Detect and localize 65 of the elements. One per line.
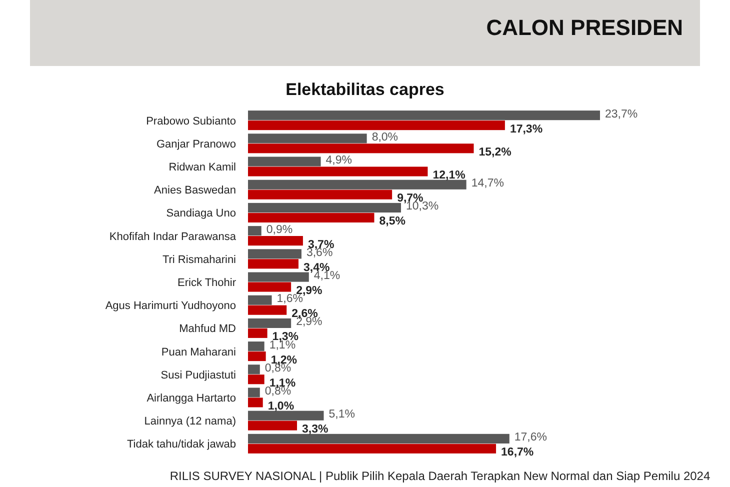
bar xyxy=(248,295,272,305)
bar xyxy=(248,342,264,352)
data-label: 17,6% xyxy=(514,432,548,444)
bar xyxy=(248,364,260,374)
bar xyxy=(248,272,309,282)
y-tick-label: Erick Thohir xyxy=(178,277,236,289)
data-label: 17,3% xyxy=(510,123,543,136)
bar xyxy=(248,398,263,408)
bar xyxy=(248,305,287,315)
bar xyxy=(248,351,266,362)
data-label: 5,1% xyxy=(328,408,355,421)
y-tick-label: Ganjar Pranowo xyxy=(156,138,236,150)
bar xyxy=(248,180,466,190)
bar xyxy=(248,318,292,328)
bar xyxy=(248,202,401,213)
y-tick-label: Lainnya (12 nama) xyxy=(144,416,236,428)
data-label: 1,6% xyxy=(276,293,303,306)
bar xyxy=(248,156,321,166)
data-label: 0,8% xyxy=(264,386,292,398)
bar xyxy=(248,388,260,398)
bar xyxy=(248,282,292,292)
bar xyxy=(248,434,510,444)
y-tick-label: Mahfud MD xyxy=(179,323,236,336)
data-label: 15,2% xyxy=(478,146,512,158)
y-tick-label: Anies Baswedan xyxy=(154,184,236,197)
bar xyxy=(248,236,303,246)
bar xyxy=(248,249,302,259)
data-label: 3,3% xyxy=(302,424,328,436)
data-label: 1,0% xyxy=(268,400,294,412)
bar xyxy=(248,120,505,130)
y-tick-label: Agus Harimurti Yudhoyono xyxy=(105,300,236,312)
data-label: 23,7% xyxy=(605,108,638,120)
data-label: 4,9% xyxy=(326,154,352,167)
y-tick-label: Khofifah Indar Parawansa xyxy=(109,230,237,243)
data-label: 12,1% xyxy=(432,169,466,182)
bar xyxy=(248,212,374,222)
y-tick-label: Susi Pudjiastuti xyxy=(160,369,236,382)
y-tick-label: Tidak tahu/tidak jawab xyxy=(126,438,236,451)
data-label: 3,6% xyxy=(306,246,333,259)
bar xyxy=(248,259,298,269)
data-label: 16,7% xyxy=(501,446,534,459)
bar xyxy=(248,190,392,200)
y-tick-label: Tri Rismaharini xyxy=(162,254,236,266)
bar xyxy=(248,166,428,176)
bar xyxy=(248,410,324,420)
y-tick-label: Puan Maharani xyxy=(161,346,236,358)
bar xyxy=(248,420,298,430)
data-label: 0,9% xyxy=(266,224,293,236)
chart-title: CALON PRESIDEN xyxy=(486,15,683,40)
bar xyxy=(248,328,268,338)
bar xyxy=(248,144,474,154)
bar xyxy=(248,226,262,236)
y-tick-label: Ridwan Kamil xyxy=(168,162,236,174)
text: RILIS SURVEY NASIONAL | Publik Pilih Kepala Daerah Terapkan New Normal dan Siap Pemilu 2024 xyxy=(170,469,710,483)
data-label: 14,7% xyxy=(471,178,504,190)
data-label: 8,5% xyxy=(379,216,406,228)
y-tick-label: Airlangga Hartarto xyxy=(146,392,236,404)
bar xyxy=(248,134,367,144)
chart-subtitle: Elektabilitas capres xyxy=(286,80,444,99)
bar xyxy=(248,444,496,454)
y-tick-label: Prabowo Subianto xyxy=(146,115,236,128)
bar xyxy=(248,374,264,384)
data-label: 8,0% xyxy=(372,131,398,144)
y-tick-label: Sandiaga Uno xyxy=(166,208,236,220)
bar xyxy=(248,110,600,120)
